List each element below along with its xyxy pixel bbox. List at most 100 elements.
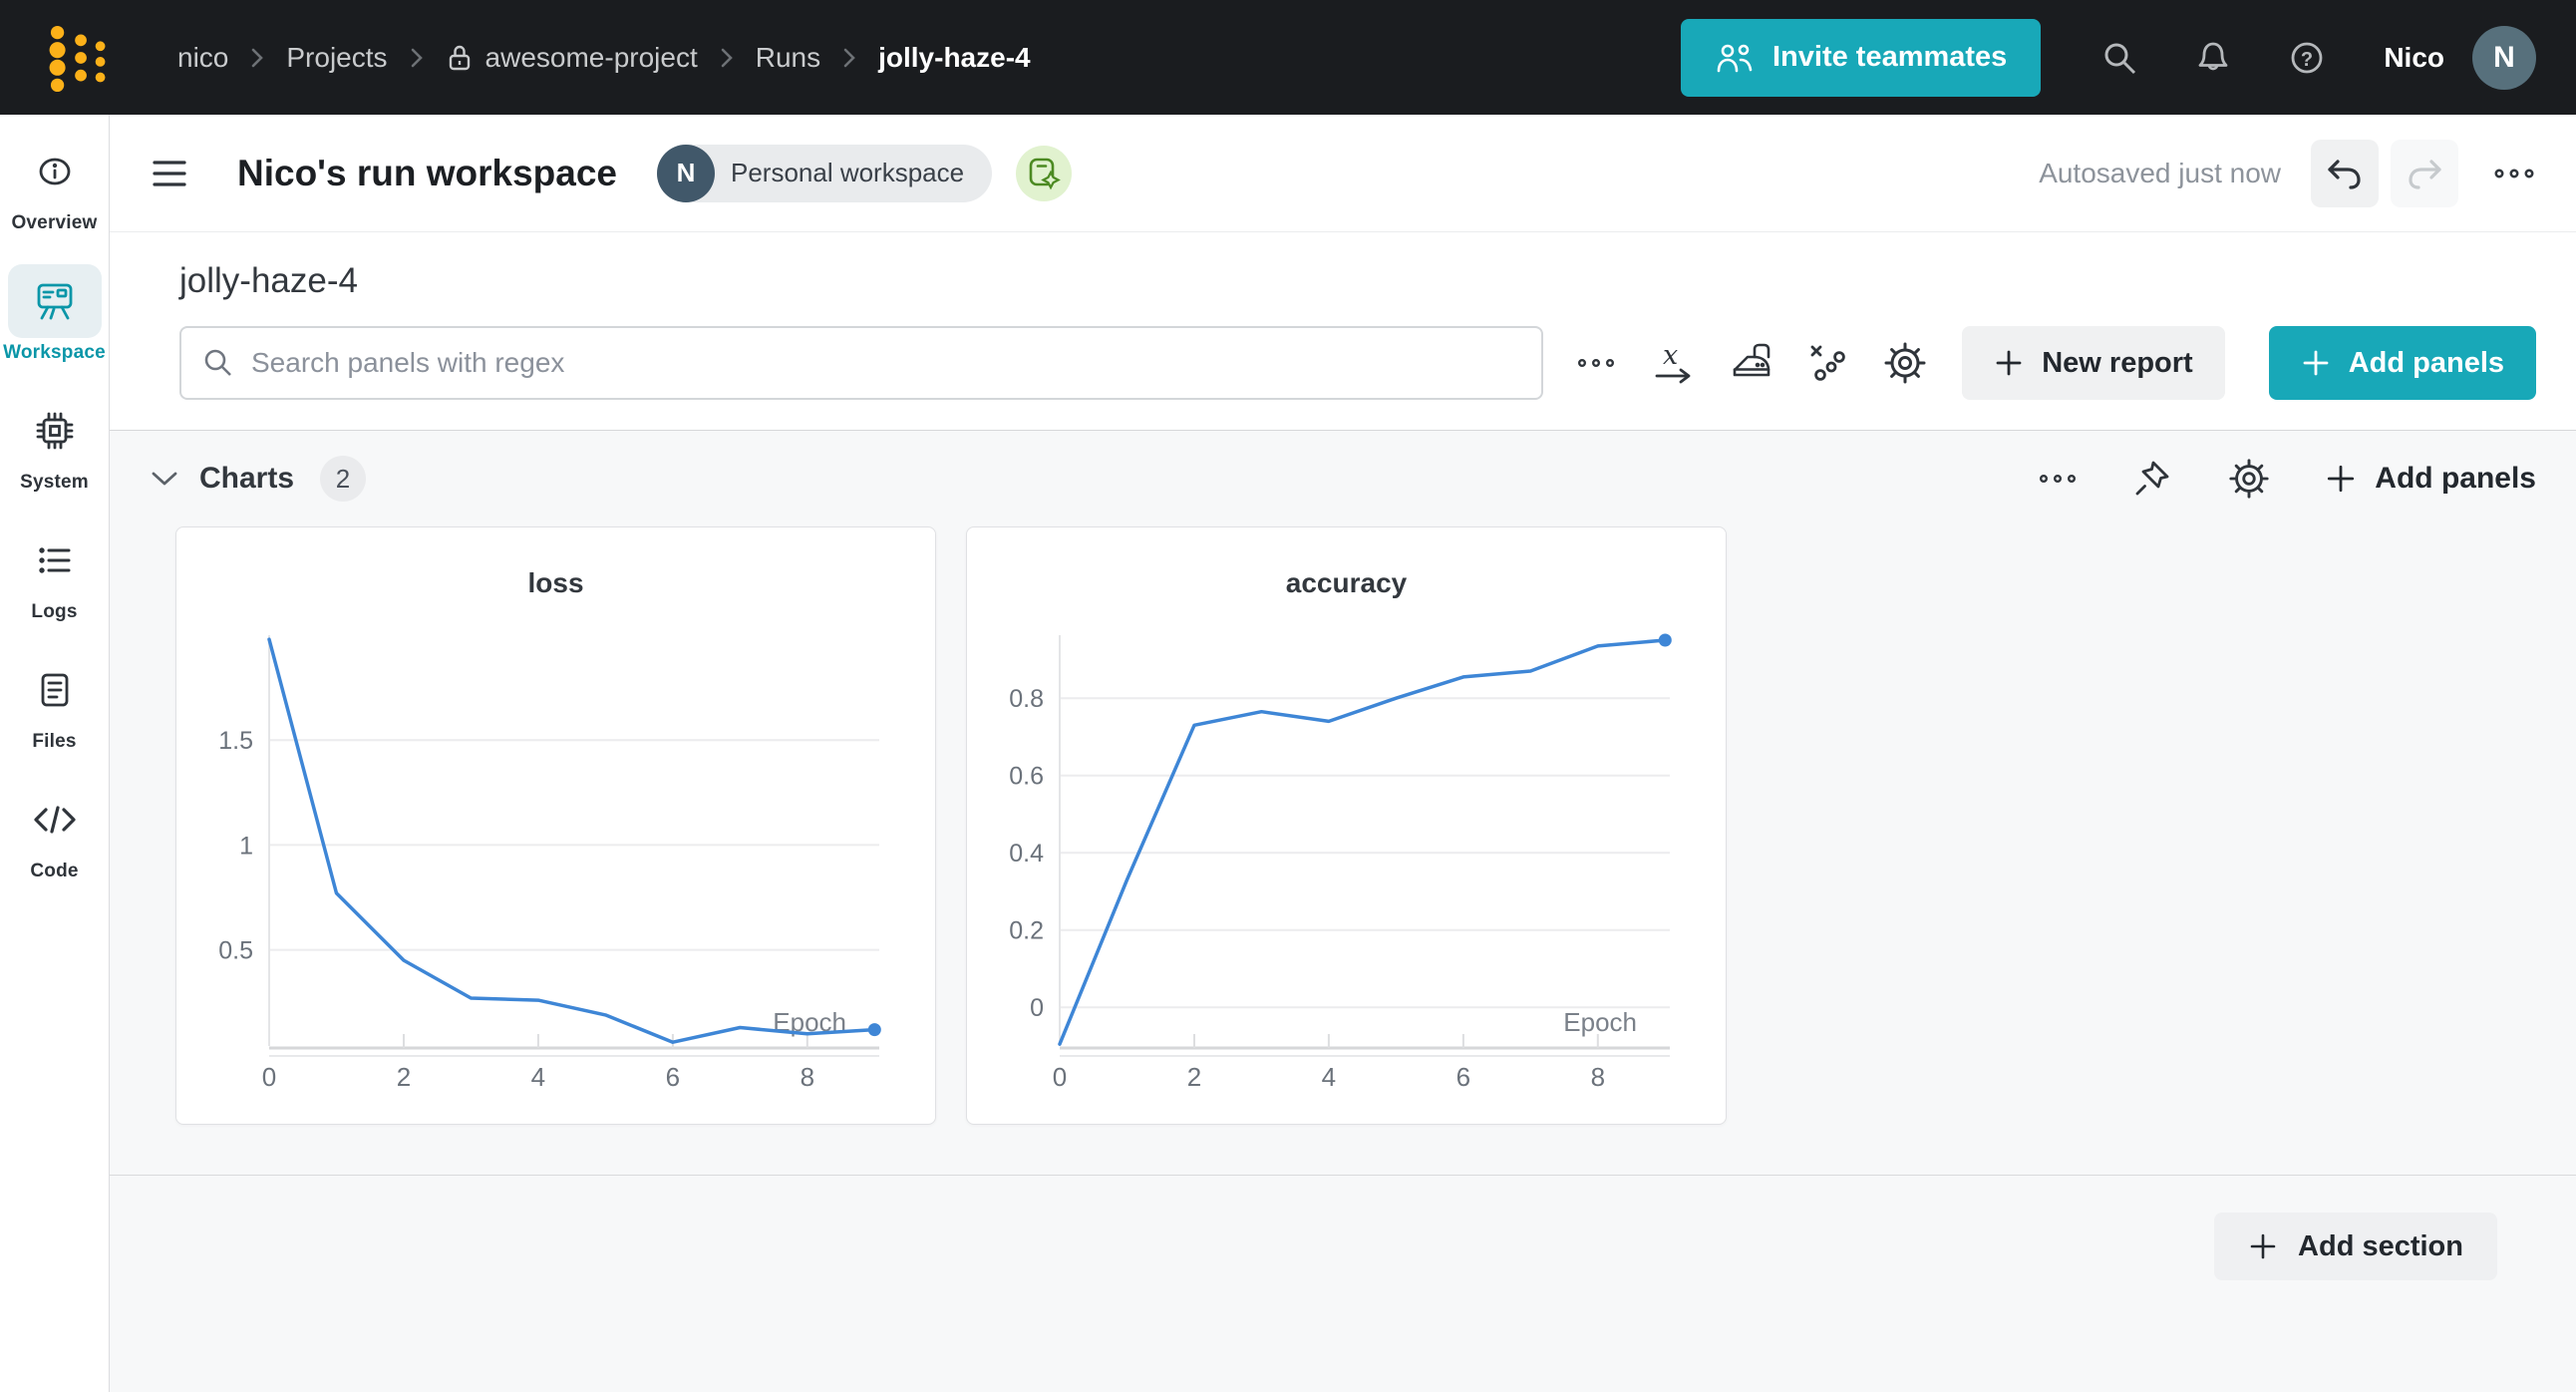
svg-text:1.5: 1.5 <box>218 727 253 755</box>
sidebar-item-overview[interactable]: Overview <box>8 135 102 234</box>
people-icon <box>1715 41 1755 75</box>
redo-button[interactable] <box>2391 139 2458 207</box>
files-document-icon <box>33 669 77 711</box>
undo-icon <box>2325 154 2365 193</box>
accuracy-chart-plot: 0 0.2 0.4 0.6 0.8 0 2 4 6 8 Epoch <box>967 613 1726 1092</box>
search-icon <box>201 346 235 380</box>
chart-title: loss <box>527 567 584 598</box>
logs-list-icon <box>33 542 77 578</box>
workspace-selector-badge[interactable]: N Personal workspace <box>656 144 993 202</box>
sidebar-item-workspace[interactable]: Workspace <box>3 264 106 364</box>
gear-icon <box>2227 457 2271 501</box>
workspace-avatar: N <box>656 144 715 202</box>
sidebar-item-code[interactable]: Code <box>8 783 102 882</box>
loss-chart-plot: 0.5 1 1.5 0 2 4 6 8 Epoch <box>176 613 935 1092</box>
plus-icon <box>1994 348 2024 378</box>
breadcrumb-item-runs[interactable]: Runs <box>755 41 821 73</box>
accuracy-chart-panel[interactable]: accuracy 0 0.2 0.4 0.6 0.8 0 2 4 6 8 Epoch <box>966 526 1727 1125</box>
breadcrumb-item-project[interactable]: awesome-project <box>446 42 698 74</box>
charts-section-header: Charts 2 <box>150 431 2536 526</box>
svg-text:x: x <box>1663 340 1678 371</box>
svg-text:0: 0 <box>262 1062 276 1092</box>
workspace-board-icon <box>32 279 78 323</box>
svg-text:0.4: 0.4 <box>1009 840 1044 868</box>
chevron-down-icon[interactable] <box>150 469 179 489</box>
panel-overflow-menu-button[interactable] <box>1573 339 1620 387</box>
add-panels-button[interactable]: Add panels <box>2268 326 2537 400</box>
search-icon[interactable] <box>2098 37 2140 79</box>
outliers-button[interactable] <box>1805 339 1852 387</box>
section-overflow-menu-button[interactable] <box>2038 472 2078 486</box>
panel-search-box <box>179 326 1543 400</box>
svg-text:4: 4 <box>531 1062 545 1092</box>
section-settings-button[interactable] <box>2227 457 2271 501</box>
loss-chart-panel[interactable]: loss 0.5 1 1.5 0 2 4 6 8 Epoch <box>175 526 936 1125</box>
overflow-menu-icon[interactable] <box>2492 166 2536 181</box>
panel-toolbar: x <box>179 326 2537 400</box>
sidebar-item-files[interactable]: Files <box>8 653 102 753</box>
notifications-bell-icon[interactable] <box>2192 37 2234 79</box>
new-report-sparkle-button[interactable] <box>1016 145 1073 201</box>
svg-text:4: 4 <box>1322 1062 1336 1092</box>
plus-icon <box>2248 1231 2278 1261</box>
svg-text:Epoch: Epoch <box>1563 1007 1637 1037</box>
svg-text:6: 6 <box>666 1062 680 1092</box>
lock-icon <box>446 42 474 74</box>
charts-section: Charts 2 <box>110 430 2576 1175</box>
section-count-badge: 2 <box>320 456 367 502</box>
search-input[interactable] <box>251 347 1521 379</box>
section-add-panels-button[interactable]: Add panels <box>2325 462 2536 496</box>
avatar[interactable]: N <box>2472 25 2536 90</box>
add-section-button[interactable]: Add section <box>2214 1213 2497 1280</box>
chevron-right-icon <box>250 45 264 71</box>
gear-icon <box>1882 340 1928 386</box>
svg-text:0.5: 0.5 <box>218 937 253 965</box>
svg-text:0: 0 <box>1053 1062 1067 1092</box>
plus-icon <box>2325 463 2357 495</box>
iron-icon <box>1728 339 1775 387</box>
panel-settings-button[interactable] <box>1881 339 1928 387</box>
invite-teammates-button[interactable]: Invite teammates <box>1680 18 2042 97</box>
help-icon[interactable]: ? <box>2286 37 2328 79</box>
panel-sparkle-icon <box>1025 155 1063 192</box>
chevron-right-icon <box>720 45 734 71</box>
add-section-band: Add section <box>110 1175 2576 1392</box>
undo-button[interactable] <box>2311 139 2379 207</box>
info-icon <box>33 152 77 191</box>
chart-title: accuracy <box>1285 567 1408 598</box>
plus-icon <box>2301 348 2331 378</box>
sidebar-item-logs[interactable]: Logs <box>8 523 102 623</box>
svg-text:2: 2 <box>397 1062 411 1092</box>
svg-text:?: ? <box>2301 49 2313 71</box>
code-icon <box>32 802 78 838</box>
svg-text:1: 1 <box>239 832 253 860</box>
breadcrumb: nico Projects awesome-project Runs jolly… <box>177 42 1031 74</box>
svg-text:2: 2 <box>1187 1062 1201 1092</box>
svg-text:0.2: 0.2 <box>1009 917 1044 945</box>
x-axis-settings-button[interactable]: x <box>1650 339 1698 387</box>
x-axis-icon: x <box>1650 339 1698 387</box>
page-title: Nico's run workspace <box>237 152 617 193</box>
wandb-logo[interactable] <box>40 15 126 101</box>
breadcrumb-item-user[interactable]: nico <box>177 41 229 73</box>
new-report-button[interactable]: New report <box>1962 326 2225 400</box>
username[interactable]: Nico <box>2384 41 2444 73</box>
redo-icon <box>2405 154 2444 193</box>
smoothing-iron-button[interactable] <box>1728 339 1775 387</box>
menu-icon[interactable] <box>150 157 189 190</box>
run-sidebar: Overview Workspace <box>0 115 110 1392</box>
sidebar-item-system[interactable]: System <box>8 394 102 494</box>
workspace-badge-label: Personal workspace <box>730 158 965 187</box>
pin-section-button[interactable] <box>2131 458 2173 500</box>
main-content: Nico's run workspace N Personal workspac… <box>110 115 2576 1392</box>
overflow-menu-icon <box>2038 472 2078 486</box>
outliers-scatter-icon <box>1805 340 1851 386</box>
pin-icon <box>2131 458 2173 500</box>
breadcrumb-item-projects[interactable]: Projects <box>286 41 388 73</box>
workspace-header: Nico's run workspace N Personal workspac… <box>110 115 2576 232</box>
svg-text:8: 8 <box>1591 1062 1605 1092</box>
svg-text:0.6: 0.6 <box>1009 763 1044 791</box>
top-navigation-bar: nico Projects awesome-project Runs jolly… <box>0 0 2576 115</box>
run-panel-area: jolly-haze-4 <box>110 232 2576 430</box>
svg-text:8: 8 <box>801 1062 814 1092</box>
